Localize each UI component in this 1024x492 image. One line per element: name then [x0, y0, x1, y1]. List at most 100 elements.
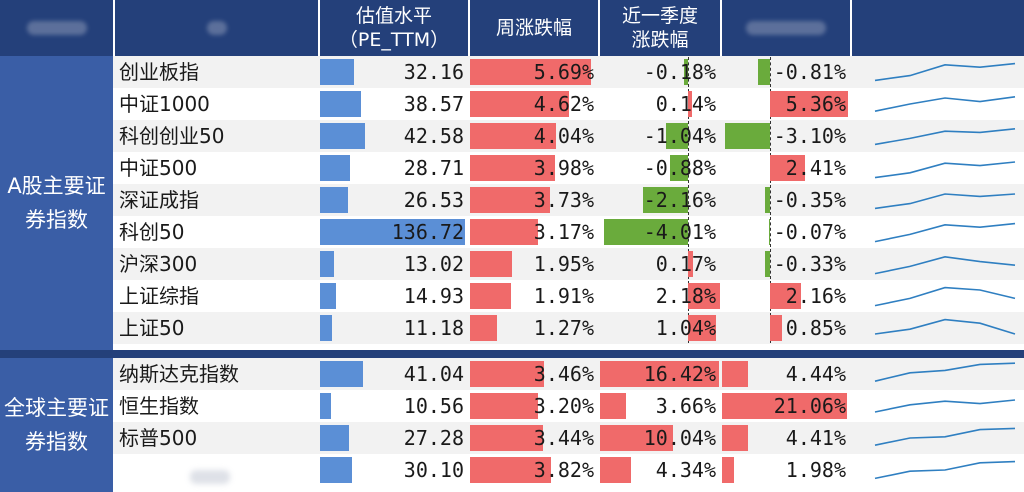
- trend-sparkline: [874, 427, 1016, 446]
- pe-bar: [320, 361, 364, 387]
- col5-value: -0.35%: [773, 188, 846, 212]
- col5-axis: [770, 185, 771, 215]
- col5-value: 4.44%: [785, 362, 846, 386]
- col5-value: -0.07%: [773, 220, 846, 244]
- col5-bar-negative: [764, 187, 770, 213]
- group-label-a-share: A股主要证券指数: [0, 56, 113, 350]
- quarter-change-bar-positive: [600, 393, 627, 419]
- col5-value: 21.06%: [773, 394, 846, 418]
- quarter-change-bar-positive: [688, 91, 692, 117]
- week-change-cell: 3.20%: [470, 391, 598, 421]
- col5-cell: -3.10%: [722, 121, 850, 151]
- sparkline-path: [874, 62, 1016, 82]
- quarter-change-value: -0.88%: [643, 156, 716, 180]
- quarter-change-bar-positive: [688, 251, 693, 277]
- header-pe: 估值水平 （PE_TTM）: [320, 0, 468, 56]
- trend-sparkline: [874, 193, 1016, 210]
- pe-bar: [320, 457, 352, 483]
- week-change-bar: [470, 155, 555, 181]
- pe-value: 14.93: [403, 284, 464, 308]
- trend-sparkline: [874, 96, 1016, 112]
- table-row[interactable]: 标普500 27.28 3.44% 10.04% 4.41%: [113, 422, 1024, 454]
- table-row[interactable]: 纳斯达克指数 41.04 3.46% 16.42% 4.44%: [113, 358, 1024, 390]
- col5-axis: [770, 57, 771, 87]
- index-name: 中证1000: [119, 92, 210, 116]
- table-row[interactable]: 深证成指 26.53 3.73% -2.16% -0.35%: [113, 184, 1024, 216]
- quarter-change-bar-negative: [684, 59, 688, 85]
- quarter-change-cell: 0.14%: [600, 89, 720, 119]
- table-row[interactable]: 科创创业50 42.58 4.04% -1.04% -3.10%: [113, 120, 1024, 152]
- week-change-cell: 3.44%: [470, 423, 598, 453]
- pe-cell: 26.53: [320, 185, 468, 215]
- col5-bar-positive: [770, 91, 848, 117]
- table-row[interactable]: 上证50 11.18 1.27% 1.04% 0.85%: [113, 312, 1024, 344]
- quarter-change-cell: -2.16%: [600, 185, 720, 215]
- week-change-value: 4.62%: [533, 92, 594, 116]
- pe-value: 10.56: [403, 394, 464, 418]
- week-change-value: 4.04%: [533, 124, 594, 148]
- col5-cell: 4.44%: [722, 359, 850, 389]
- week-change-value: 3.82%: [533, 458, 594, 482]
- week-change-cell: 4.04%: [470, 121, 598, 151]
- table-row[interactable]: 中证500 28.71 3.98% -0.88% 2.41%: [113, 152, 1024, 184]
- sparkline-path: [874, 427, 1016, 446]
- week-change-bar: [470, 361, 544, 387]
- trend-sparkline: [874, 399, 1016, 413]
- sparkline-path: [874, 193, 1016, 210]
- pe-bar: [320, 315, 332, 341]
- trend-sparkline: [874, 460, 1016, 480]
- pe-cell: 28.71: [320, 153, 468, 183]
- week-change-cell: 1.95%: [470, 249, 598, 279]
- index-name: 创业板指: [119, 60, 199, 84]
- table-row[interactable]: 沪深300 13.02 1.95% 0.17% -0.33%: [113, 248, 1024, 280]
- pe-value: 30.10: [403, 458, 464, 482]
- pe-bar: [320, 155, 351, 181]
- col5-value: 1.98%: [785, 458, 846, 482]
- col5-cell: 2.41%: [722, 153, 850, 183]
- table-row[interactable]: 上证综指 14.93 1.91% 2.18% 2.16%: [113, 280, 1024, 312]
- col5-value: 2.16%: [785, 284, 846, 308]
- trend-sparkline: [874, 286, 1016, 307]
- quarter-change-value: -1.04%: [643, 124, 716, 148]
- sparkline-path: [874, 399, 1016, 413]
- quarter-change-cell: 2.18%: [600, 281, 720, 311]
- quarter-change-value: -2.16%: [643, 188, 716, 212]
- sparkline-path: [874, 96, 1016, 112]
- quarter-change-bar-positive: [600, 425, 673, 451]
- table-row[interactable]: 中证1000 38.57 4.62% 0.14% 5.36%: [113, 88, 1024, 120]
- index-name: 沪深300: [119, 252, 198, 276]
- trend-sparkline: [874, 222, 1016, 243]
- col5-bar-negative: [758, 59, 770, 85]
- watermark-logo: [190, 470, 230, 484]
- index-name: 恒生指数: [119, 394, 199, 418]
- col5-bar-negative: [768, 219, 770, 245]
- sparkline-path: [874, 222, 1016, 243]
- week-change-cell: 3.98%: [470, 153, 598, 183]
- index-name: 科创创业50: [119, 124, 225, 148]
- week-change-bar: [470, 123, 557, 149]
- quarter-change-bar-positive: [600, 361, 719, 387]
- pe-cell: 13.02: [320, 249, 468, 279]
- col5-cell: 1.98%: [722, 455, 850, 485]
- col5-value: 5.36%: [785, 92, 846, 116]
- index-name: 中证500: [119, 156, 198, 180]
- quarter-change-value: 4.34%: [655, 458, 716, 482]
- col5-value: 4.41%: [785, 426, 846, 450]
- quarter-change-value: -4.01%: [643, 220, 716, 244]
- table-row[interactable]: 创业板指 32.16 5.69% -0.18% -0.81%: [113, 56, 1024, 88]
- table-row[interactable]: 科创50 136.72 3.17% -4.01% -0.07%: [113, 216, 1024, 248]
- col5-axis: [770, 217, 771, 247]
- quarter-change-value: 0.17%: [655, 252, 716, 276]
- quarter-change-cell: -0.18%: [600, 57, 720, 87]
- header-name-cell: [0, 0, 113, 56]
- week-change-bar: [470, 187, 550, 213]
- quarter-change-cell: -1.04%: [600, 121, 720, 151]
- col5-value: -0.81%: [773, 60, 846, 84]
- col5-cell: 4.41%: [722, 423, 850, 453]
- week-change-bar: [470, 283, 511, 309]
- table-row[interactable]: 恒生指数 10.56 3.20% 3.66% 21.06%: [113, 390, 1024, 422]
- week-change-bar: [470, 425, 544, 451]
- table-row[interactable]: 30.10 3.82% 4.34% 1.98%: [113, 454, 1024, 486]
- col5-bar-negative: [765, 251, 770, 277]
